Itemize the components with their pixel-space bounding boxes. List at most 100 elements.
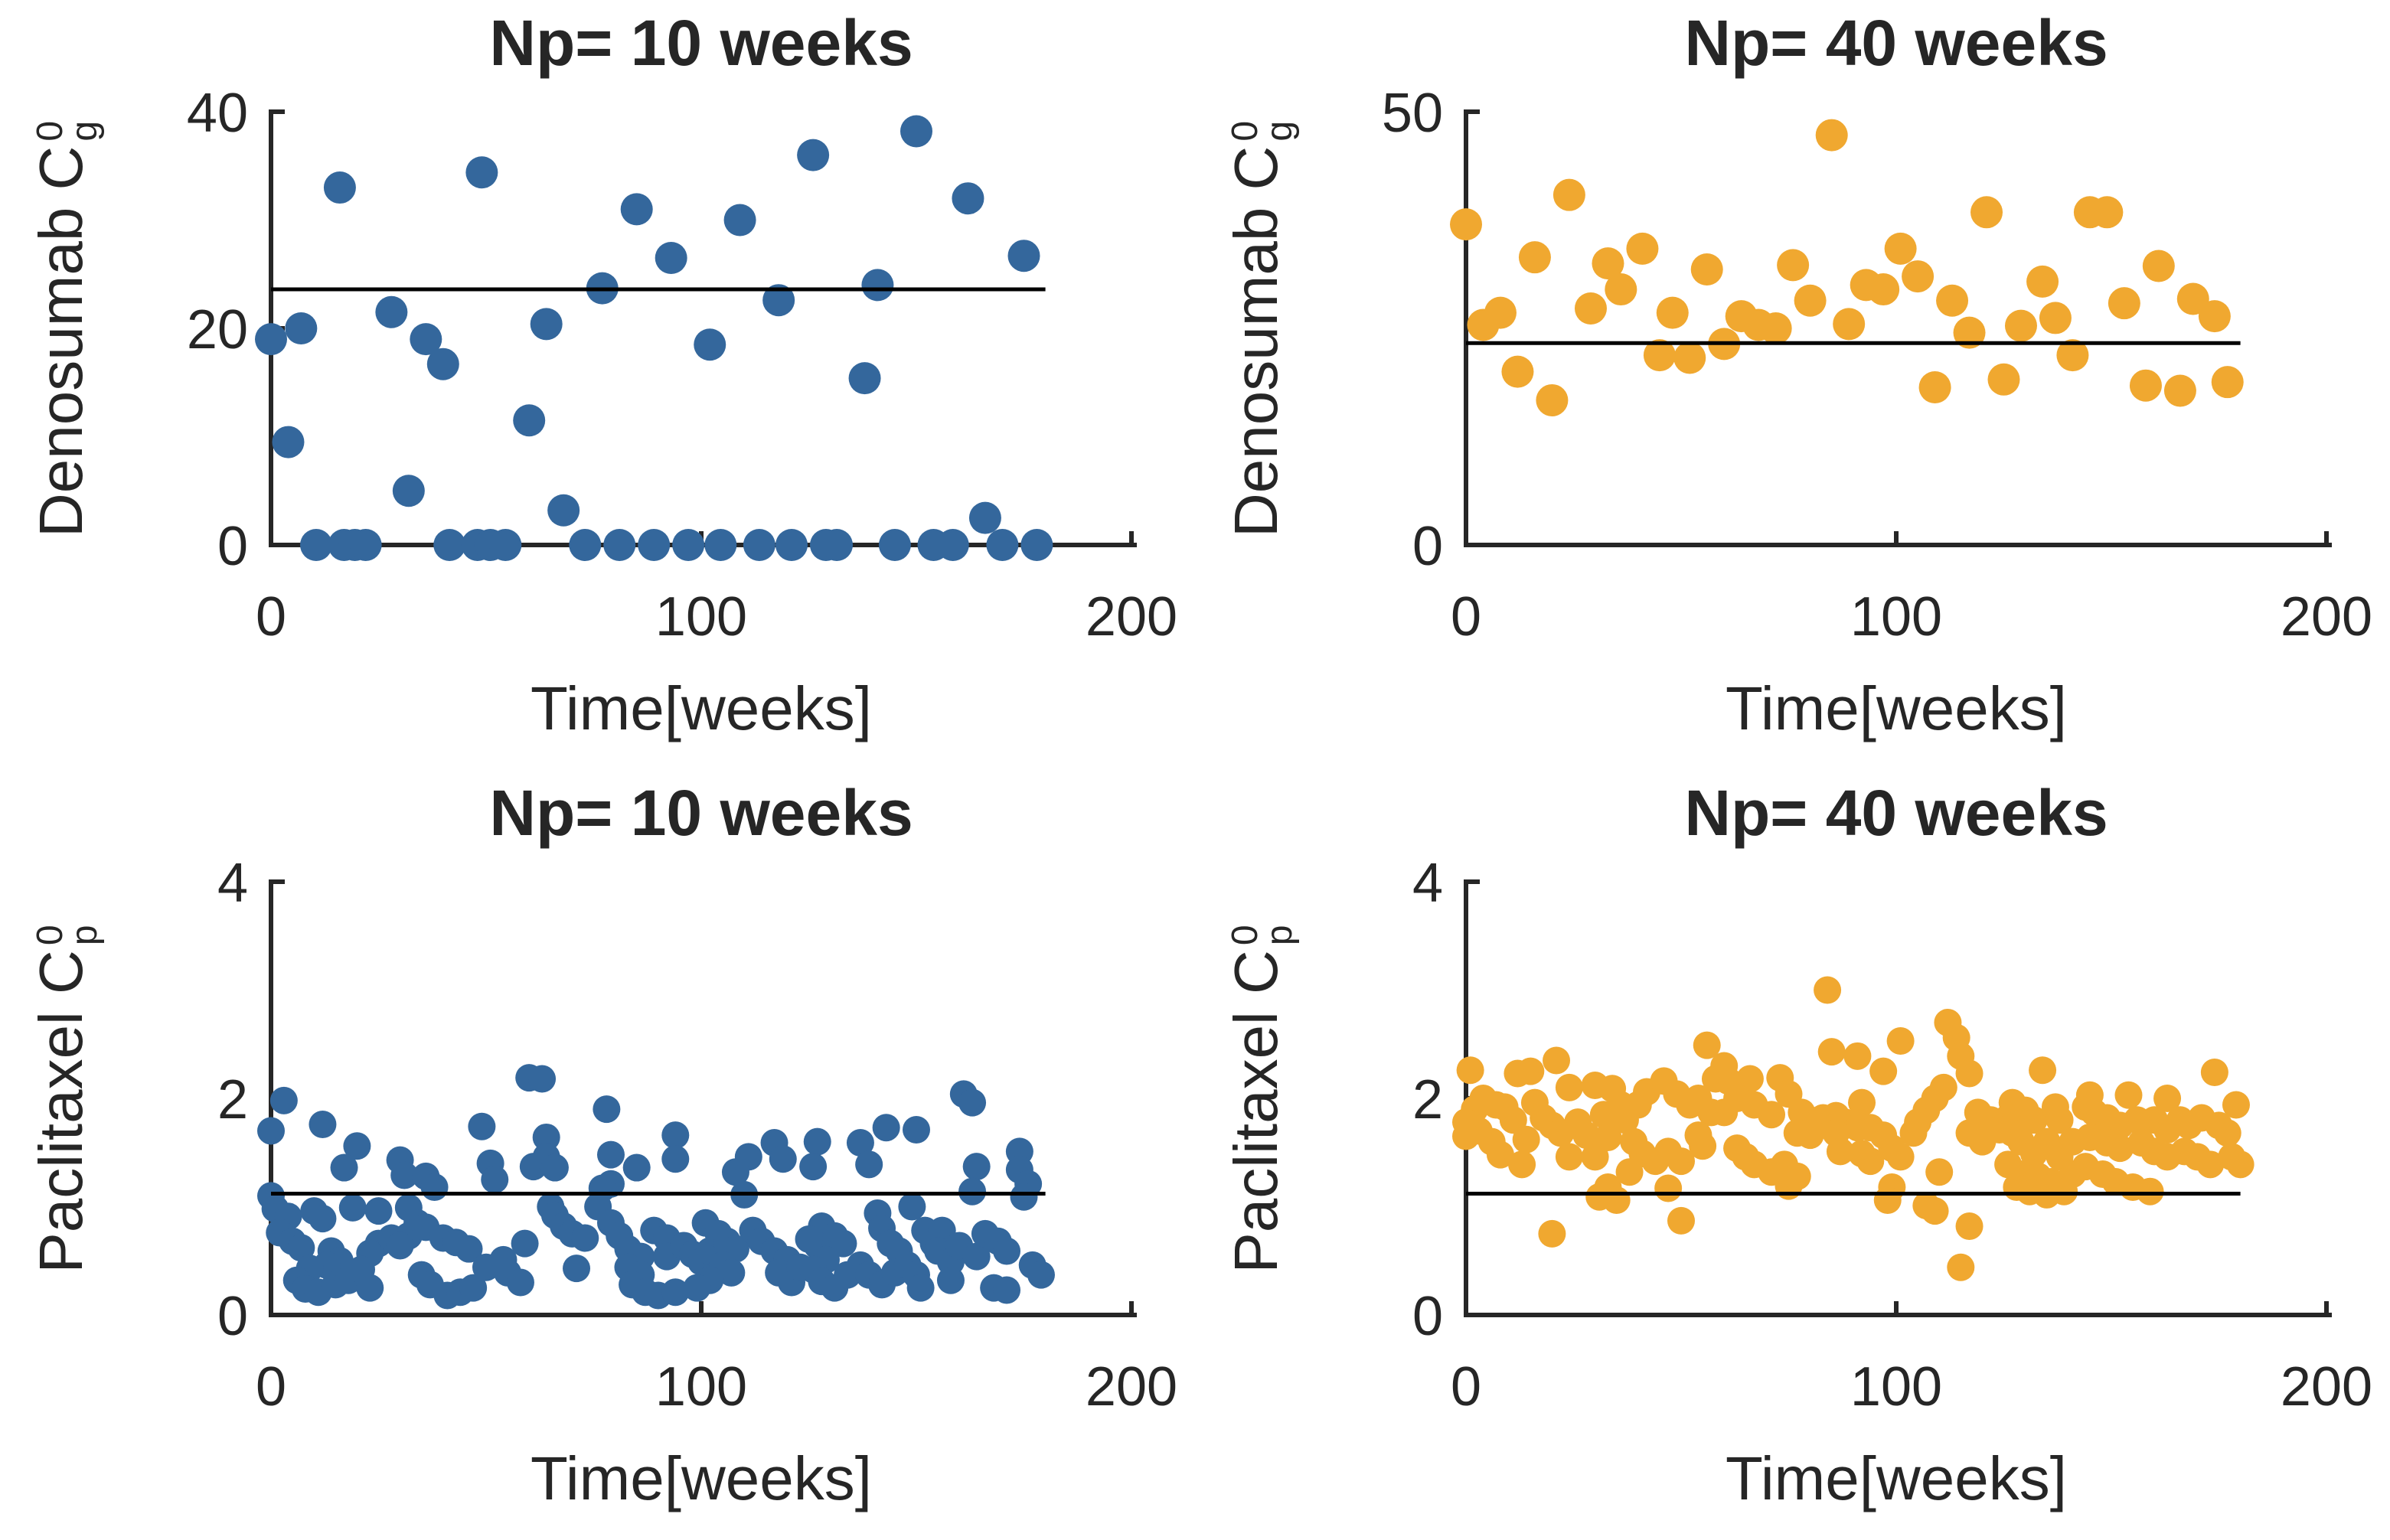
x-tick-label: 0: [256, 586, 286, 648]
data-point: [1758, 1101, 1786, 1129]
data-point: [1626, 232, 1659, 265]
data-point: [1775, 1172, 1803, 1200]
axes-lines: [1464, 109, 2332, 547]
data-point: [1843, 1042, 1872, 1070]
scatter-plot-area: 0 100 200 0 2 4: [217, 853, 1177, 1418]
data-point: [2196, 1150, 2225, 1179]
data-point: [349, 529, 382, 561]
data-point: [1656, 296, 1689, 329]
data-point: [528, 1065, 557, 1093]
data-point: [1020, 529, 1053, 561]
y-tick-label: 0: [217, 1286, 248, 1347]
data-point: [936, 529, 969, 561]
x-tick-label: 200: [1086, 586, 1177, 648]
data-point: [1826, 1137, 1854, 1166]
data-point: [2142, 250, 2175, 282]
data-point: [392, 475, 425, 507]
y-tick-label: 4: [1412, 853, 1443, 914]
data-point: [1814, 976, 1842, 1004]
data-point: [655, 242, 687, 275]
data-point: [569, 529, 602, 561]
data-point: [2136, 1177, 2164, 1206]
y-tick-label: 50: [1382, 83, 1443, 144]
x-tick-label: 0: [1451, 586, 1481, 648]
data-point: [1027, 1261, 1055, 1289]
data-point: [455, 1235, 483, 1263]
data-point: [2046, 1106, 2074, 1134]
data-point: [846, 1129, 874, 1157]
data-point: [2072, 1153, 2100, 1181]
data-point: [410, 323, 442, 356]
y-tick-label: 2: [1412, 1069, 1443, 1131]
data-point: [1486, 1140, 1514, 1169]
data-point: [1010, 1183, 1038, 1211]
data-point: [563, 1255, 591, 1283]
data-point: [1517, 1057, 1545, 1085]
data-point: [1581, 1143, 1609, 1171]
x-tick-label: 200: [2281, 1356, 2372, 1418]
data-point: [993, 1276, 1021, 1304]
data-point: [900, 115, 932, 148]
x-axis-label: Time[weeks]: [1725, 674, 2067, 742]
data-point: [596, 1140, 625, 1169]
data-point: [2106, 1134, 2134, 1163]
data-point: [356, 1274, 384, 1302]
data-point: [1947, 1253, 1975, 1281]
data-point: [1553, 178, 1585, 211]
data-point: [762, 284, 795, 317]
data-point: [1572, 1121, 1601, 1150]
data-point: [272, 426, 305, 458]
y-tick-label: 0: [1412, 1286, 1443, 1347]
data-point: [775, 529, 808, 561]
data-point: [672, 529, 705, 561]
data-point: [530, 308, 563, 341]
data-point: [855, 1150, 883, 1179]
data-point: [420, 1173, 449, 1202]
data-point: [721, 1158, 749, 1186]
data-point: [1693, 1031, 1721, 1059]
data-point: [872, 1114, 900, 1142]
data-point: [1735, 1065, 1764, 1093]
y-tick-label: 4: [217, 853, 248, 914]
data-point: [330, 1153, 358, 1182]
x-tick-label: 100: [1850, 586, 1942, 648]
chart-title: Np= 40 weeks: [1684, 777, 2108, 849]
data-point: [285, 312, 318, 344]
data-point: [1783, 1119, 1811, 1147]
data-point: [1667, 1147, 1695, 1176]
data-point: [829, 1229, 857, 1258]
data-point: [683, 1274, 711, 1302]
data-point: [743, 529, 775, 561]
data-point: [1918, 370, 1951, 403]
data-point: [1833, 308, 1866, 341]
data-point: [962, 1242, 991, 1271]
data-point: [309, 1110, 337, 1138]
data-point: [958, 1088, 987, 1117]
data-point: [1602, 1186, 1631, 1215]
data-point: [1970, 196, 2003, 229]
x-tick-label: 200: [1086, 1356, 1177, 1418]
data-point: [1955, 1059, 1984, 1088]
data-point: [661, 1278, 690, 1307]
x-tick-label: 0: [256, 1356, 286, 1418]
data-point: [1777, 249, 1810, 282]
data-point: [620, 193, 653, 226]
data-point: [343, 1132, 371, 1160]
data-point: [2213, 1119, 2241, 1147]
x-axis-label: Time[weeks]: [530, 674, 872, 742]
data-point: [1667, 1206, 1695, 1235]
scatter-plot-area: 0 100 200 0 50: [1382, 83, 2372, 648]
data-point: [1592, 247, 1624, 280]
data-point: [1936, 284, 1969, 317]
data-point: [375, 295, 408, 328]
data-point: [1953, 316, 1986, 349]
data-point: [532, 1123, 560, 1151]
data-point: [1759, 312, 1792, 344]
data-point: [1998, 1119, 2026, 1147]
data-point: [1518, 241, 1551, 274]
data-point: [878, 529, 911, 561]
data-point: [952, 182, 984, 215]
data-point: [2114, 1081, 2143, 1109]
data-point: [465, 156, 498, 189]
data-point: [300, 529, 333, 561]
